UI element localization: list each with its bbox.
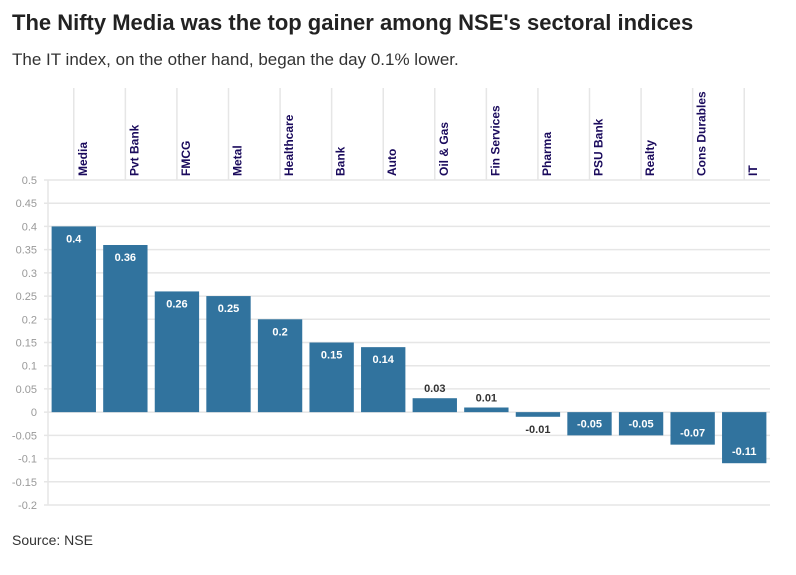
bar [670, 412, 715, 445]
x-tick-label: Cons Durables [695, 91, 709, 176]
y-tick-label: 0.15 [16, 338, 37, 350]
x-tick-label: Pvt Bank [127, 124, 141, 176]
y-tick-label: -0.05 [12, 430, 37, 442]
y-tick-label: 0.3 [22, 268, 37, 280]
bar [412, 398, 457, 413]
bar [51, 226, 96, 413]
data-label: 0.01 [476, 393, 497, 405]
bar [361, 347, 406, 413]
data-label: -0.11 [732, 446, 756, 458]
y-tick-label: -0.15 [12, 477, 37, 489]
data-label: -0.05 [577, 418, 602, 430]
x-tick-label: Bank [334, 146, 348, 176]
y-tick-label: 0.45 [16, 198, 37, 210]
bar [309, 342, 354, 413]
bar [154, 291, 200, 413]
y-tick-label: 0.25 [16, 291, 37, 303]
data-label: -0.01 [525, 424, 550, 436]
y-tick-label: 0.35 [16, 245, 37, 257]
bar [464, 407, 509, 413]
chart-title: The Nifty Media was the top gainer among… [12, 10, 694, 35]
x-tick-label: IT [746, 165, 760, 176]
bar [103, 245, 148, 413]
y-tick-label: 0.2 [22, 314, 37, 326]
x-tick-label: Pharma [540, 132, 554, 176]
data-label: 0.4 [66, 233, 82, 245]
bar [618, 412, 664, 436]
bar [206, 296, 251, 413]
data-label: 0.25 [218, 303, 239, 315]
y-tick-label: 0.5 [22, 175, 37, 187]
y-tick-label: 0.05 [16, 384, 37, 396]
data-label: -0.07 [680, 428, 705, 440]
x-tick-label: Auto [385, 149, 399, 176]
data-label: 0.15 [321, 350, 342, 362]
bar [515, 412, 561, 417]
x-tick-label: FMCG [179, 141, 193, 176]
data-label: 0.36 [115, 252, 136, 264]
x-tick-label: Fin Services [488, 105, 502, 176]
data-label: 0.26 [166, 298, 187, 310]
data-label: 0.03 [424, 383, 445, 395]
x-tick-label: Media [76, 142, 90, 176]
y-tick-label: 0.1 [22, 361, 37, 373]
bar [567, 412, 612, 436]
x-tick-label: Healthcare [282, 114, 296, 176]
chart-subtitle: The IT index, on the other hand, began t… [12, 50, 459, 69]
x-tick-label: Metal [231, 145, 245, 176]
x-tick-label: PSU Bank [592, 118, 606, 176]
y-tick-label: 0.4 [22, 221, 37, 233]
x-tick-label: Realty [643, 140, 657, 176]
data-label: 0.2 [272, 326, 287, 338]
bar [257, 319, 303, 413]
source-note: Source: NSE [12, 532, 93, 548]
data-label: -0.05 [629, 418, 654, 430]
y-tick-label: 0 [31, 407, 37, 419]
data-label: 0.14 [373, 354, 395, 366]
bar [722, 412, 767, 464]
y-tick-label: -0.2 [18, 500, 37, 512]
x-tick-label: Oil & Gas [437, 122, 451, 176]
y-tick-label: -0.1 [18, 454, 37, 466]
